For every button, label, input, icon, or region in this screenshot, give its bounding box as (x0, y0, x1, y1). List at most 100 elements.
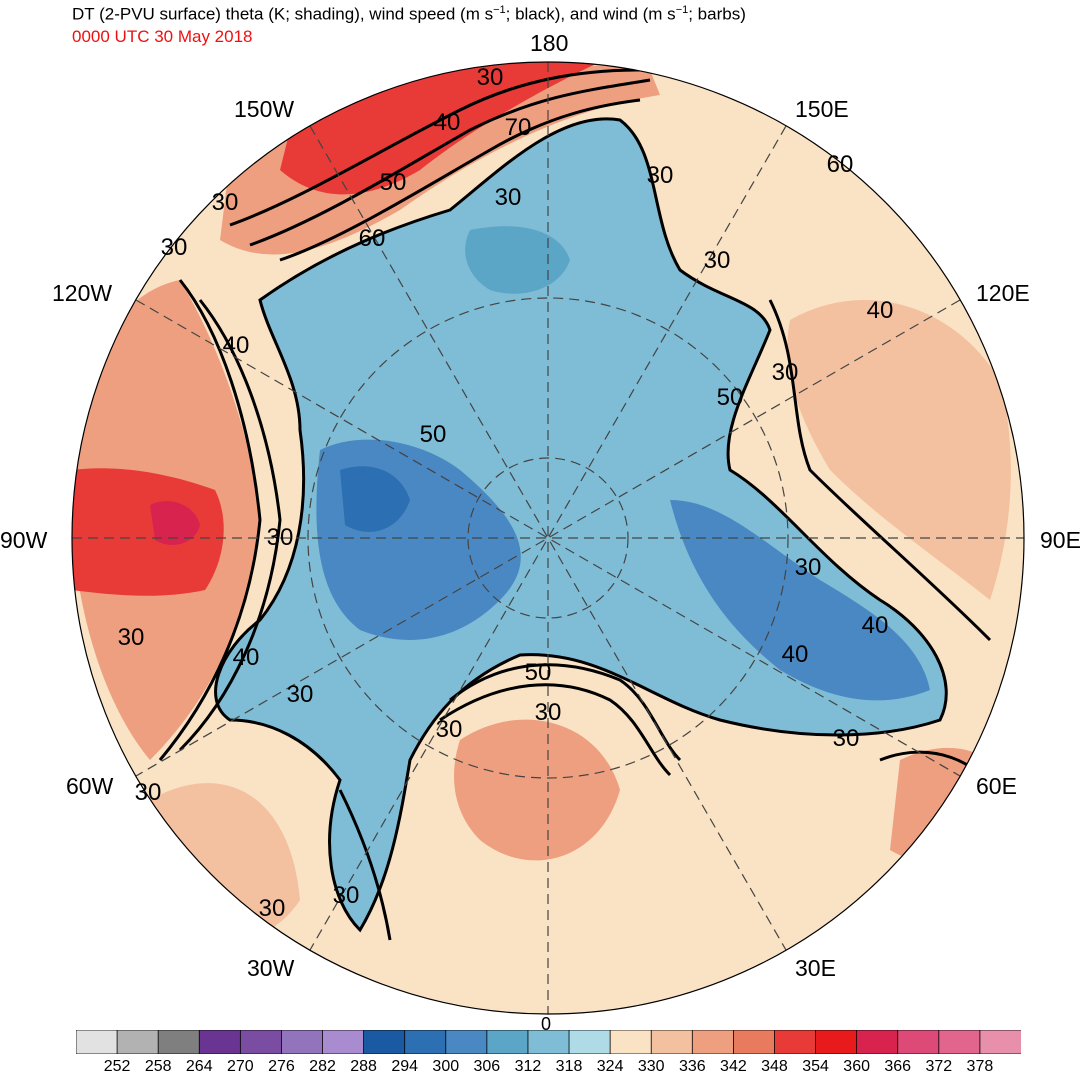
contour-label: 70 (505, 114, 532, 141)
colorbar-tick-label: 306 (473, 1058, 501, 1075)
chart-title: DT (2-PVU surface) theta (K; shading), w… (72, 4, 746, 25)
contour-label: 50 (380, 169, 407, 196)
contour-label: 30 (772, 359, 799, 386)
contour-label: 50 (420, 421, 447, 448)
meridian-120w-60e (135, 299, 961, 777)
colorbar-swatch (732, 1030, 776, 1054)
colorbar-tick-label: 294 (391, 1058, 419, 1075)
hot-region-north-america (72, 468, 224, 596)
colorbar-swatch (404, 1030, 447, 1054)
colorbar-swatch (815, 1030, 858, 1054)
title-part-a: DT (2-PVU surface) theta (K; shading), w… (72, 4, 494, 24)
colorbar-tick-label: 300 (432, 1058, 460, 1075)
title-exponent-2: −1 (675, 4, 689, 16)
colorbar-tick-label: 336 (678, 1058, 706, 1075)
contour-label: 30 (535, 699, 562, 726)
colorbar-tick-label: 270 (226, 1058, 254, 1075)
colorbar-swatch (938, 1030, 981, 1054)
contour-label: 50 (525, 659, 552, 686)
lon-label-30e: 30E (795, 955, 836, 981)
colorbar-swatch (445, 1030, 488, 1054)
polar-map: 30 40 70 50 60 30 30 30 30 40 30 40 30 50 50 30 60 40 30 30… (71, 61, 1025, 1015)
colorbar-tick-label: 282 (309, 1058, 336, 1075)
meridian-150w-30e (309, 125, 787, 951)
title-part-c: ; barbs) (688, 4, 746, 24)
contour-label: 40 (233, 644, 260, 671)
colorbar-tick-label: 330 (637, 1058, 665, 1075)
lon-label-180: 180 (530, 30, 569, 56)
colorbar-tick-label: 342 (720, 1058, 747, 1075)
contour-label: 30 (287, 681, 314, 708)
contour-label: 30 (333, 882, 360, 909)
contour-label: 30 (704, 247, 731, 274)
contour-label: 30 (495, 184, 522, 211)
contour-label: 30 (647, 162, 674, 189)
polar-boundary-contour (214, 117, 948, 933)
lon-label-90e: 90E (1040, 527, 1081, 553)
cold-polar-region (215, 118, 947, 930)
coldest-pocket (340, 466, 410, 532)
lon-label-30w: 30W (247, 955, 295, 981)
colorbar-swatch (568, 1030, 612, 1054)
contour-label: 30 (161, 234, 188, 261)
contour-label: 40 (782, 641, 809, 668)
warm-region-east-asia (890, 747, 1010, 862)
jet-contour-greenland-ridge (338, 789, 392, 941)
cold-core-north-pacific (465, 226, 570, 294)
contour-label: 30 (795, 554, 822, 581)
contour-label: 40 (223, 332, 250, 359)
contour-label: 50 (717, 384, 744, 411)
title-exponent-1: −1 (493, 4, 506, 16)
jet-contour-atlantic (449, 663, 682, 762)
latitude-circle-middle (307, 297, 789, 779)
colorbar-swatch (281, 1030, 324, 1054)
colorbar-tick-label: 354 (802, 1058, 829, 1075)
colorbar-swatch (363, 1030, 406, 1054)
colorbar-swatch (116, 1030, 160, 1054)
colorbar-tick-label: 360 (843, 1058, 870, 1075)
contour-label: 40 (434, 109, 461, 136)
lon-label-150e: 150E (795, 96, 849, 122)
jet-contour-pacific (229, 68, 641, 227)
contour-label-layer: 30 40 70 50 60 30 30 30 30 40 30 40 30 50 50 30 60 40 30 30… (118, 64, 894, 922)
colorbar-swatch (897, 1030, 940, 1054)
warm-region-asia (787, 300, 1011, 600)
lon-label-150w: 150W (234, 96, 295, 122)
colorbar-tick-label: 348 (761, 1058, 788, 1075)
colorbar-tick-label: 378 (966, 1058, 994, 1075)
colorbar-tick-label: 276 (268, 1058, 295, 1075)
contour-label: 40 (862, 612, 889, 639)
title-part-b: ; black), and wind (m s (505, 4, 676, 24)
contour-label: 40 (867, 297, 894, 324)
jet-contour-pacific-core (279, 98, 641, 262)
lon-label-120e: 120E (976, 280, 1030, 306)
colorbar-tick-label: 312 (514, 1058, 542, 1075)
jet-contour-north-america (158, 279, 262, 761)
peak-region-north-america (150, 501, 200, 545)
colorbar-tick-label: 264 (185, 1058, 213, 1075)
colorbar-tick-label: 366 (884, 1058, 912, 1075)
colorbar-swatch (198, 1030, 242, 1054)
jet-contour-asia (768, 299, 992, 642)
colorbar-swatch (650, 1030, 694, 1054)
contour-label: 30 (118, 624, 145, 651)
map-border (71, 61, 1025, 1015)
valid-time: 0000 UTC 30 May 2018 (72, 27, 253, 46)
colorbar-swatch (239, 1030, 283, 1054)
colorbar-swatch (774, 1030, 817, 1054)
contour-label: 30 (212, 189, 239, 216)
colder-siberian-trough (670, 500, 930, 701)
graticule (72, 62, 1024, 1014)
colorbar-swatch (979, 1030, 1021, 1054)
jet-contour-atlantic-inner (439, 683, 672, 777)
contour-label: 60 (359, 225, 386, 252)
lon-label-90w: 90W (0, 527, 48, 553)
contour-label: 30 (833, 725, 860, 752)
colorbar-swatch (322, 1030, 365, 1054)
contour-label: 30 (267, 524, 294, 551)
contour-label: 30 (477, 64, 504, 91)
lon-label-0: 0 (541, 1014, 552, 1034)
contour-label: 60 (827, 151, 854, 178)
colorbar-tick-label: 324 (596, 1058, 624, 1075)
meridian-120e-60w (135, 299, 961, 777)
